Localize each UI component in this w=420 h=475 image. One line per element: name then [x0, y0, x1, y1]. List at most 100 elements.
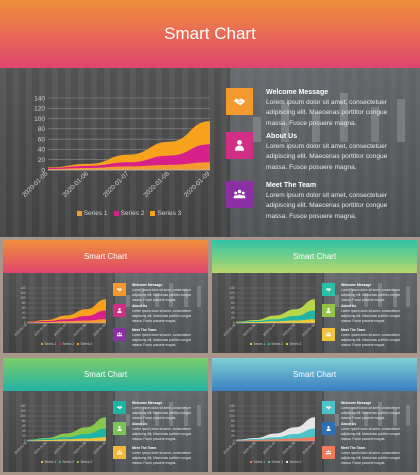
legend-swatch: [267, 460, 271, 464]
area-chart: 0 20 40 60 80 100 120 140 2020-01-05 2020-01-06 20…: [18, 90, 218, 220]
person-icon: [235, 140, 244, 151]
series-area-1: [236, 319, 315, 323]
feature-icon-box: [322, 283, 335, 296]
legend-item: Series 2: [113, 210, 144, 217]
x-tick-label: 2020-01-05: [222, 441, 236, 455]
feature-3: Meet The Team Lorem ipsum dolor sit amet,…: [322, 446, 404, 466]
legend-label: Series 3: [80, 460, 93, 464]
team-icon: [116, 450, 123, 455]
feature-1: Welcome Message Lorem ipsum dolor sit ame…: [322, 401, 404, 421]
feature-1: Welcome Message Lorem ipsum dolor sit ame…: [113, 401, 195, 421]
feature-title: Welcome Message: [266, 89, 329, 96]
legend-swatch: [150, 210, 156, 216]
series-area-1: [27, 437, 106, 441]
handshake-icon: [325, 288, 332, 292]
slide-main[interactable]: Smart Chart 0 20 40 60 80 100 120 140 2020-01-05 2…: [0, 0, 420, 237]
feature-body: Lorem ipsum dolor sit amet, consectetuer…: [132, 308, 192, 324]
legend-swatch: [77, 342, 80, 346]
handshake-icon: [325, 406, 332, 410]
feature-2: About Us Lorem ipsum dolor sit amet, cons…: [322, 422, 404, 442]
x-tick-label: 2020-01-06: [61, 170, 90, 199]
legend-swatch: [77, 460, 80, 464]
x-tick-label: 2020-01-09: [301, 441, 315, 455]
x-tick-label: 2020-01-09: [183, 170, 212, 199]
photo-bar: [126, 414, 131, 426]
team-icon: [233, 189, 246, 199]
y-tick-label: 140: [20, 286, 26, 290]
feature-body: Lorem ipsum dolor sit amet, consectetuer…: [341, 332, 401, 348]
chart-legend: Series 1 Series 2 Series 3: [27, 460, 106, 464]
background-photo: [324, 391, 417, 472]
legend-swatch: [40, 460, 44, 464]
legend-swatch: [58, 460, 62, 464]
feature-title: About Us: [341, 422, 357, 426]
slide-thumb-1[interactable]: Smart Chart 0 20 40 60 80 100 120 140 2020-01-05 2…: [3, 240, 208, 353]
y-tick-label: 120: [229, 409, 235, 413]
legend-label: Series 2: [271, 342, 284, 346]
legend-label: Series 1: [83, 210, 108, 217]
feature-icon-box: [322, 304, 335, 317]
feature-body: Lorem ipsum dolor sit amet, consectetuer…: [341, 287, 401, 303]
y-tick-label: 140: [20, 404, 26, 408]
legend-item: Series 3: [150, 210, 181, 217]
legend-item: Series 2: [58, 342, 74, 346]
y-tick-label: 20: [231, 316, 235, 320]
slide-thumb-3[interactable]: Smart Chart 0 20 40 60 80 100 120 140 2020-01-05 2…: [3, 358, 208, 472]
feature-2: About Us Lorem ipsum dolor sit amet, cons…: [113, 422, 195, 442]
x-tick-label: 2020-01-08: [142, 170, 171, 199]
feature-body: Lorem ipsum dolor sit amet, consectetuer…: [341, 426, 401, 442]
area-chart: 0 20 40 60 80 100 120 140 2020-01-05 2020-01-06 20…: [221, 284, 319, 347]
slide-header: Smart Chart: [0, 0, 420, 68]
chart-legend: Series 1 Series 2 Series 3: [236, 342, 315, 346]
feature-icon-box: [322, 422, 335, 435]
slide-thumb-2[interactable]: Smart Chart 0 20 40 60 80 100 120 140 2020-01-05 2…: [212, 240, 417, 353]
feature-body: Lorem ipsum dolor sit amet, consectetuer…: [132, 426, 192, 442]
photo-bar: [377, 402, 382, 426]
photo-bar: [363, 412, 368, 426]
slide-title: Smart Chart: [292, 252, 337, 261]
x-tick-label: 2020-01-06: [242, 323, 256, 337]
legend-item: Series 1: [76, 210, 108, 217]
person-icon: [326, 425, 331, 431]
slide-thumb-4[interactable]: Smart Chart 0 20 40 60 80 100 120 140 2020-01-05 2…: [212, 358, 417, 472]
legend-swatch: [113, 210, 119, 216]
feature-title: Meet The Team: [266, 182, 317, 189]
feature-icon-box: [113, 446, 126, 459]
feature-icon-box: [113, 328, 126, 341]
legend-label: Series 1: [44, 342, 56, 346]
photo-bar: [140, 288, 145, 307]
series-area-1: [27, 319, 106, 323]
legend-label: Series 1: [253, 342, 265, 346]
y-tick-label: 140: [229, 286, 235, 290]
team-icon: [325, 332, 332, 337]
legend-item: Series 1: [40, 460, 56, 464]
legend-swatch: [249, 460, 253, 464]
feature-3: Meet The Team Lorem ipsum dolor sit amet,…: [113, 446, 195, 466]
feature-1: Welcome Message Lorem ipsum dolor sit ame…: [226, 88, 394, 129]
legend-item: Series 2: [267, 342, 284, 346]
feature-icon-box: [322, 446, 335, 459]
feature-title: About Us: [341, 304, 357, 308]
feature-body: Lorem ipsum dolor sit amet, consectetuer…: [132, 405, 192, 421]
x-tick-label: 2020-01-06: [33, 323, 47, 337]
y-tick-label: 120: [20, 409, 26, 413]
feature-1: Welcome Message Lorem ipsum dolor sit ame…: [113, 283, 195, 303]
x-tick-label: 2020-01-05: [222, 323, 236, 337]
feature-3: Meet The Team Lorem ipsum dolor sit amet,…: [113, 328, 195, 348]
y-tick-label: 0: [41, 167, 45, 174]
feature-body: Lorem ipsum dolor sit amet, consectetuer…: [132, 450, 192, 466]
x-tick-label: 2020-01-08: [73, 441, 87, 455]
legend-item: Series 1: [40, 342, 56, 346]
y-tick-label: 80: [231, 419, 235, 423]
slide-header: Smart Chart: [212, 358, 417, 391]
y-tick-label: 20: [22, 316, 26, 320]
legend-swatch: [286, 342, 289, 346]
feature-title: About Us: [266, 133, 298, 140]
y-tick-label: 40: [231, 429, 235, 433]
photo-bar: [392, 409, 397, 426]
x-tick-label: 2020-01-07: [262, 441, 276, 455]
y-tick-label: 100: [20, 296, 26, 300]
feature-icon-box: [113, 401, 126, 414]
legend-label: Series 1: [253, 460, 265, 464]
legend-label: Series 2: [62, 460, 75, 464]
